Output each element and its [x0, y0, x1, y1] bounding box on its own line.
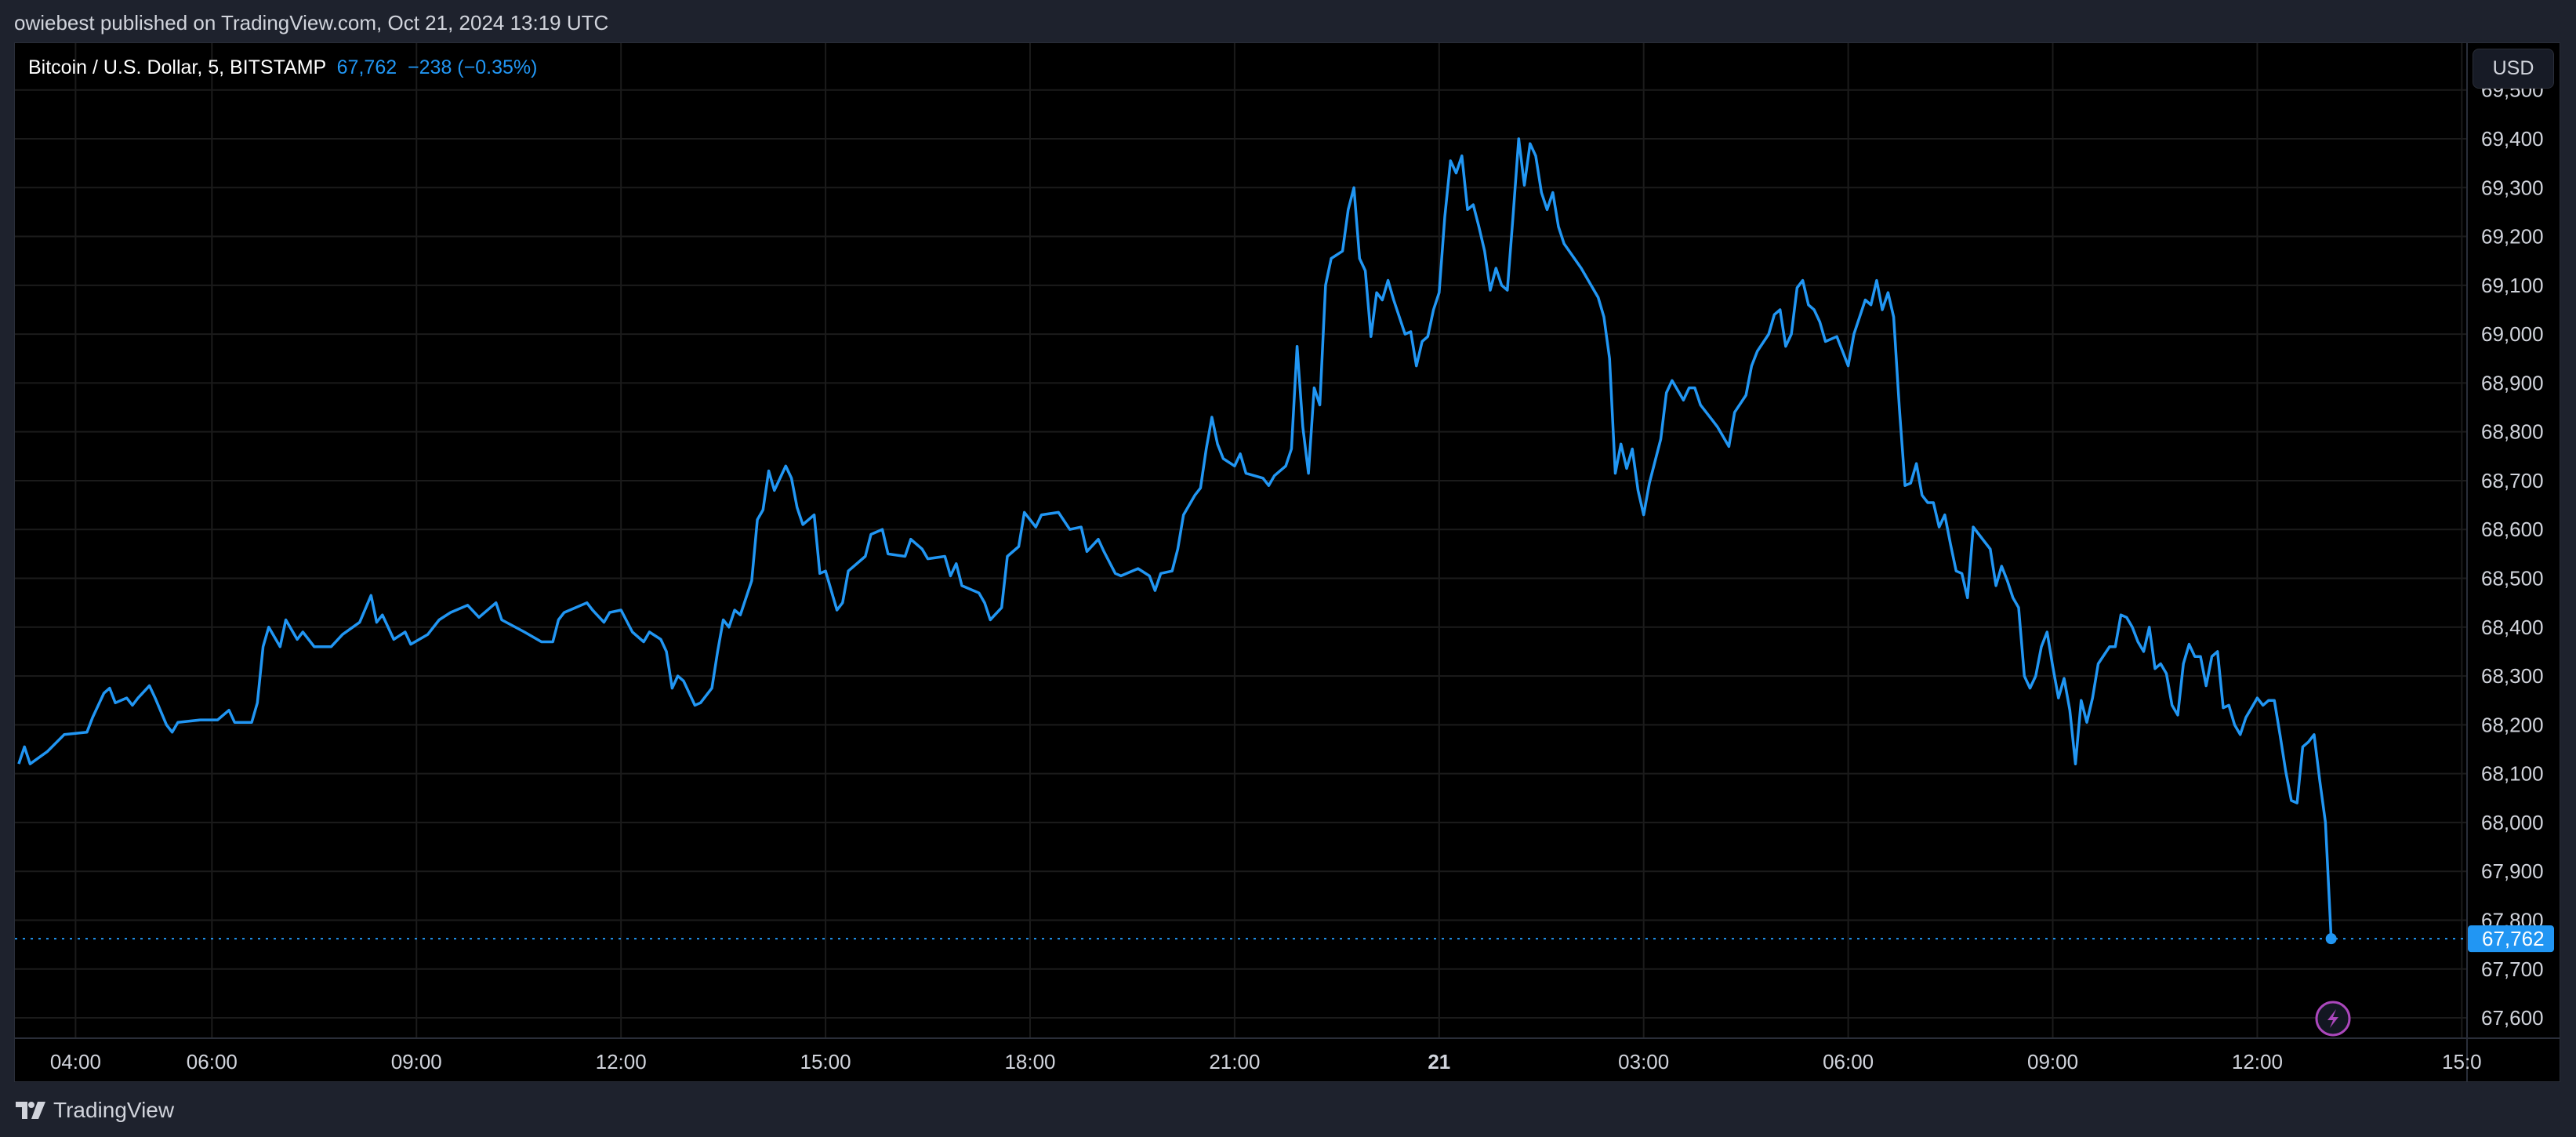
- time-axis[interactable]: 04:00 06:00 09:00 12:00 15:00 18:00 21:00 21 03:…: [50, 1050, 2482, 1073]
- last-price-label: 67,762: [2468, 925, 2554, 953]
- time-tick-label: 15:00: [800, 1050, 851, 1073]
- time-tick-label: 15:0: [2442, 1050, 2482, 1073]
- tradingview-logo-icon: [16, 1102, 45, 1119]
- price-tick-label: 69,400: [2481, 127, 2544, 151]
- price-tick-label: 68,500: [2481, 567, 2544, 590]
- symbol-legend[interactable]: Bitcoin / U.S. Dollar, 5, BITSTAMP 67,76…: [28, 56, 537, 79]
- time-tick-label: 18:00: [1004, 1050, 1055, 1073]
- last-price-dot: [2325, 933, 2337, 945]
- price-tick-label: 68,900: [2481, 371, 2544, 394]
- price-tick-label: 68,100: [2481, 762, 2544, 786]
- time-tick-label: 03:00: [1618, 1050, 1669, 1073]
- time-tick-label: 09:00: [391, 1050, 442, 1073]
- footer-brand[interactable]: TradingView: [16, 1098, 174, 1123]
- time-tick-label: 06:00: [1823, 1050, 1874, 1073]
- chart-panel[interactable]: [14, 42, 2560, 1082]
- time-tick-label: 06:00: [187, 1050, 238, 1073]
- currency-button[interactable]: USD: [2473, 49, 2554, 89]
- time-tick-label: 12:00: [596, 1050, 647, 1073]
- price-tick-label: 68,700: [2481, 469, 2544, 492]
- price-tick-label: 68,600: [2481, 518, 2544, 541]
- price-tick-label: 68,400: [2481, 616, 2544, 639]
- footer-brand-text: TradingView: [53, 1098, 175, 1122]
- price-tick-label: 67,600: [2481, 1006, 2544, 1030]
- symbol-name: Bitcoin / U.S. Dollar, 5, BITSTAMP: [28, 56, 326, 78]
- lightning-icon[interactable]: [2315, 1001, 2351, 1037]
- price-axis[interactable]: 69,50069,40069,30069,20069,10069,00068,9…: [2481, 78, 2544, 1030]
- time-tick-label: 21: [1428, 1050, 1450, 1073]
- price-tick-label: 68,300: [2481, 664, 2544, 688]
- price-tick-label: 67,700: [2481, 957, 2544, 981]
- price-tick-label: 68,000: [2481, 811, 2544, 834]
- price-tick-label: 69,200: [2481, 225, 2544, 249]
- price-tick-label: 68,200: [2481, 713, 2544, 736]
- price-tick-label: 67,900: [2481, 859, 2544, 883]
- time-tick-label: 04:00: [50, 1050, 101, 1073]
- last-price-label-text: 67,762: [2482, 927, 2545, 950]
- price-line-series: [17, 137, 2333, 939]
- price-tick-label: 69,300: [2481, 176, 2544, 199]
- time-tick-label: 12:00: [2232, 1050, 2283, 1073]
- time-tick-label: 21:00: [1209, 1050, 1260, 1073]
- time-tick-label: 09:00: [2027, 1050, 2078, 1073]
- gridlines: [15, 43, 2466, 1037]
- last-price-value: 67,762: [336, 56, 397, 78]
- price-tick-label: 69,100: [2481, 274, 2544, 297]
- price-tick-label: 69,000: [2481, 322, 2544, 346]
- published-caption: owiebest published on TradingView.com, O…: [14, 11, 609, 35]
- last-price-label-box: [2468, 925, 2554, 953]
- price-tick-label: 68,800: [2481, 420, 2544, 444]
- price-change: −238 (−0.35%): [408, 56, 538, 78]
